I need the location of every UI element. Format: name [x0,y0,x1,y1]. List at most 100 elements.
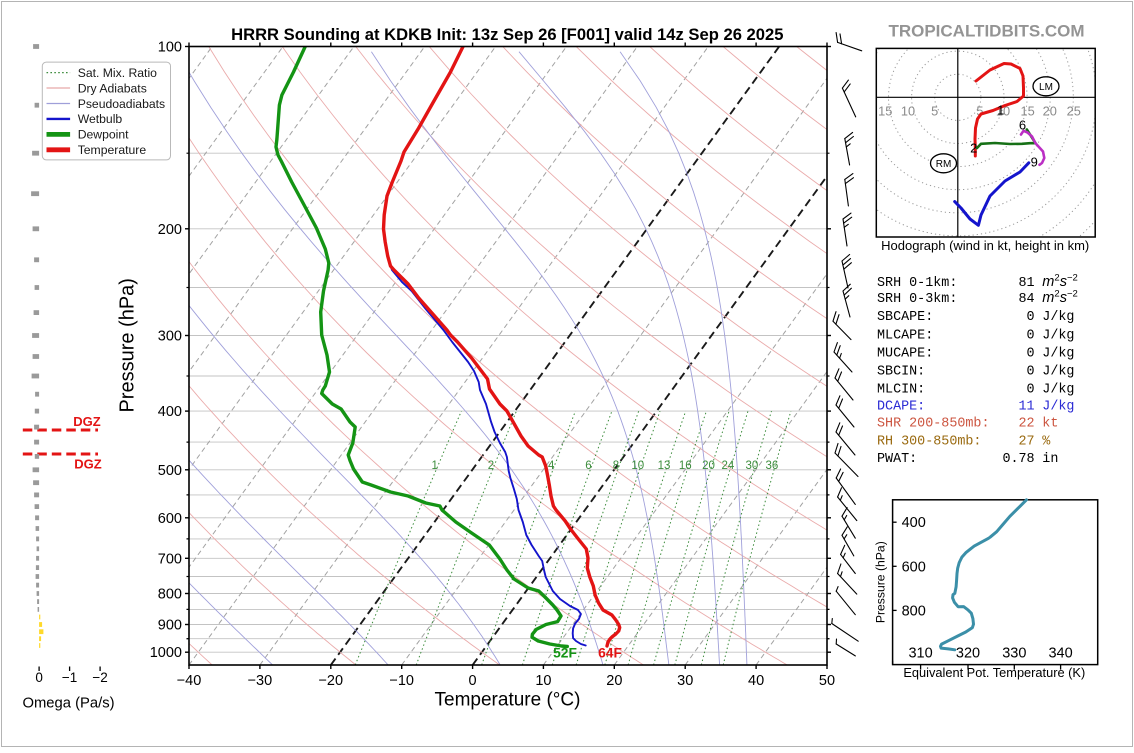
svg-text:900: 900 [158,617,182,633]
svg-text:400: 400 [158,404,182,420]
svg-text:600: 600 [158,511,182,527]
svg-text:16: 16 [679,460,692,472]
svg-text:Pressure (hPa): Pressure (hPa) [874,541,888,623]
svg-text:600: 600 [902,559,926,575]
svg-text:0: 0 [1027,310,1035,325]
svg-text:−1: −1 [62,670,77,685]
svg-text:Pressure (hPa): Pressure (hPa) [117,278,139,413]
svg-text:MLCIN:: MLCIN: [877,382,925,397]
svg-text:400: 400 [902,515,926,531]
svg-text:J/kg: J/kg [1042,310,1074,325]
svg-text:800: 800 [902,603,926,619]
svg-text:−10: −10 [389,673,414,689]
svg-text:Dewpoint: Dewpoint [78,128,129,142]
svg-text:15: 15 [878,104,892,119]
svg-text:20: 20 [606,673,622,689]
svg-text:10: 10 [901,104,915,119]
svg-text:4: 4 [548,460,555,472]
svg-text:TROPICALTIDBITS.COM: TROPICALTIDBITS.COM [888,21,1084,40]
svg-text:HRRR Sounding at KDKB Init: 13: HRRR Sounding at KDKB Init: 13z Sep 26 [… [231,25,783,44]
svg-text:22: 22 [1019,417,1035,432]
svg-text:800: 800 [158,586,182,602]
svg-text:Sat. Mix. Ratio: Sat. Mix. Ratio [78,66,157,80]
svg-text:50: 50 [819,673,835,689]
svg-text:20: 20 [702,460,715,472]
svg-text:13: 13 [658,460,671,472]
svg-text:LM: LM [1039,82,1053,93]
svg-text:DGZ: DGZ [73,414,101,429]
svg-text:0: 0 [1027,365,1035,380]
svg-text:Wetbulb: Wetbulb [78,112,123,126]
svg-text:10: 10 [631,460,644,472]
svg-text:0: 0 [1027,329,1035,344]
svg-text:25: 25 [1067,104,1081,119]
svg-text:MLCAPE:: MLCAPE: [877,329,933,344]
svg-text:9: 9 [1031,155,1038,170]
svg-text:J/kg: J/kg [1042,365,1074,380]
svg-text:310: 310 [908,646,932,662]
svg-text:1: 1 [431,460,437,472]
svg-text:SRH 0-1km:: SRH 0-1km: [877,276,957,291]
svg-text:J/kg: J/kg [1042,399,1074,414]
svg-text:SBCAPE:: SBCAPE: [877,310,933,325]
svg-text:Hodograph (wind in kt, height: Hodograph (wind in kt, height in km) [881,238,1089,253]
svg-text:RH 300-850mb:: RH 300-850mb: [877,434,981,449]
svg-text:Dry Adiabats: Dry Adiabats [78,81,147,95]
svg-text:0: 0 [1027,382,1035,397]
svg-text:−20: −20 [318,673,343,689]
svg-text:200: 200 [158,222,182,238]
svg-text:330: 330 [1002,646,1026,662]
svg-text:−30: −30 [248,673,273,689]
svg-text:340: 340 [1048,646,1072,662]
svg-text:8: 8 [613,460,619,472]
svg-text:DCAPE:: DCAPE: [877,399,925,414]
svg-text:1000: 1000 [150,645,182,661]
svg-text:Omega (Pa/s): Omega (Pa/s) [22,696,114,712]
svg-text:20: 20 [1043,104,1057,119]
svg-text:40: 40 [748,673,764,689]
svg-text:−2: −2 [92,670,107,685]
svg-text:Temperature: Temperature [78,143,147,157]
svg-text:100: 100 [158,40,182,56]
svg-text:PWAT:: PWAT: [877,452,917,467]
svg-text:27: 27 [1019,434,1035,449]
svg-text:64F: 64F [598,646,622,661]
svg-text:RM: RM [936,159,952,170]
svg-text:300: 300 [158,328,182,344]
svg-text:2: 2 [488,460,494,472]
svg-text:24: 24 [722,460,735,472]
svg-text:in: in [1042,452,1058,467]
svg-text:SHR 200-850mb:: SHR 200-850mb: [877,417,990,432]
svg-text:52F: 52F [553,646,577,661]
svg-text:84: 84 [1019,292,1035,307]
svg-text:Pseudoadiabats: Pseudoadiabats [78,97,165,111]
svg-text:700: 700 [158,551,182,567]
svg-text:30: 30 [677,673,693,689]
svg-text:6: 6 [1019,118,1026,133]
svg-text:J/kg: J/kg [1042,329,1074,344]
svg-text:Temperature (°C): Temperature (°C) [435,689,581,710]
svg-text:0: 0 [1027,347,1035,362]
svg-text:J/kg: J/kg [1042,347,1074,362]
svg-text:15: 15 [1020,104,1034,119]
svg-text:MUCAPE:: MUCAPE: [877,347,933,362]
svg-text:500: 500 [158,463,182,479]
svg-text:J/kg: J/kg [1042,382,1074,397]
svg-text:kt: kt [1042,417,1058,432]
svg-text:SRH 0-3km:: SRH 0-3km: [877,292,957,307]
svg-text:30: 30 [746,460,759,472]
svg-text:0: 0 [35,670,43,685]
svg-text:1: 1 [997,103,1004,118]
svg-text:81: 81 [1019,276,1035,291]
svg-text:0.78: 0.78 [1002,452,1034,467]
svg-text:−40: −40 [177,673,202,689]
svg-text:5: 5 [931,104,938,119]
svg-text:Equivalent Pot. Temperature (K: Equivalent Pot. Temperature (K) [903,665,1085,680]
svg-text:36: 36 [766,460,779,472]
svg-text:DGZ: DGZ [74,457,102,472]
svg-text:0: 0 [469,673,477,689]
svg-text:6: 6 [585,460,591,472]
svg-text:11: 11 [1019,399,1035,414]
svg-text:320: 320 [956,646,980,662]
svg-text:2: 2 [970,141,977,156]
